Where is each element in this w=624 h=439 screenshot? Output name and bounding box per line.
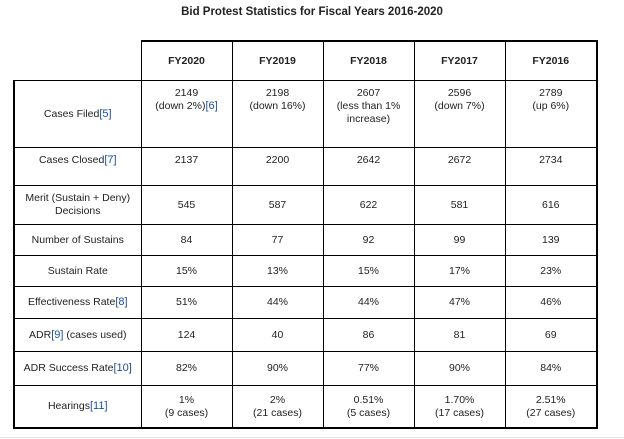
- table-row: ADR Success Rate[10] 82% 90% 77% 90% 84%: [13, 351, 598, 386]
- table-cell: 2596 (down 7%): [413, 80, 506, 148]
- table-cell: 15%: [322, 255, 415, 287]
- table-cell: 2198 (down 16%): [231, 80, 324, 148]
- column-header: FY2018: [322, 40, 415, 81]
- table-cell: 139: [504, 224, 598, 256]
- table-cell: 581: [413, 185, 506, 225]
- table-row: Cases Filed[5] 2149 (down 2%)[6] 2198 (dow…: [13, 80, 598, 148]
- table-row: Sustain Rate 15% 13% 15% 17% 23%: [13, 255, 598, 287]
- footnote-link[interactable]: [7]: [104, 154, 117, 166]
- table-cell: 82%: [140, 351, 233, 386]
- table-cell: 124: [140, 318, 233, 352]
- footnote-link[interactable]: [11]: [90, 400, 108, 412]
- row-label: Merit (Sustain + Deny) Decisions: [13, 185, 142, 225]
- column-header: FY2017: [413, 40, 506, 81]
- row-label: Effectiveness Rate[8]: [13, 286, 142, 319]
- table-cell: 622: [322, 185, 415, 225]
- table-cell: 47%: [413, 286, 506, 319]
- row-label: Cases Closed[7]: [13, 147, 142, 186]
- table-cell: 23%: [504, 255, 598, 287]
- table-cell: 77%: [322, 351, 415, 386]
- row-label: Hearings[11]: [13, 385, 142, 429]
- table-cell: 46%: [504, 286, 598, 319]
- header-row: FY2020 FY2019 FY2018 FY2017 FY2016: [14, 40, 598, 81]
- table-cell: 2.51% (27 cases): [504, 385, 598, 429]
- table-cell: 86: [322, 318, 415, 352]
- table-cell: 2789 (up 6%): [504, 80, 598, 148]
- page-bottom-divider: [0, 437, 624, 438]
- table-row: Effectiveness Rate[8] 51% 44% 44% 47% 46…: [13, 286, 598, 319]
- table-cell: 15%: [140, 255, 233, 287]
- table-cell: 2200: [231, 147, 324, 186]
- column-header: FY2020: [140, 40, 233, 81]
- table-cell: 1% (9 cases): [140, 385, 233, 429]
- table-cell: 2607 (less than 1% increase): [322, 80, 415, 148]
- table-cell: 90%: [413, 351, 506, 386]
- table-title: Bid Protest Statistics for Fiscal Years …: [181, 6, 443, 18]
- column-header: FY2016: [504, 40, 598, 81]
- table-row: Hearings[11] 1% (9 cases) 2% (21 cases) 0.…: [13, 385, 598, 429]
- table-cell: 99: [413, 224, 506, 256]
- row-label: ADR Success Rate[10]: [13, 351, 142, 386]
- footnote-link[interactable]: [10]: [113, 362, 132, 374]
- table-row: Number of Sustains 84 77 92 99 139: [13, 224, 598, 256]
- row-label: ADR[9] (cases used): [13, 318, 142, 352]
- table-cell: 2642: [322, 147, 415, 186]
- table-cell: 616: [504, 185, 598, 225]
- row-label: Sustain Rate: [13, 255, 142, 287]
- table-row: Merit (Sustain + Deny) Decisions 545 587 …: [13, 185, 598, 225]
- footnote-link[interactable]: [5]: [99, 107, 112, 120]
- footnote-link[interactable]: [6]: [205, 100, 218, 112]
- table-cell: 2% (21 cases): [231, 385, 324, 429]
- column-header: FY2019: [231, 40, 324, 81]
- table-cell: 44%: [322, 286, 415, 319]
- footnote-link[interactable]: [8]: [115, 296, 128, 308]
- table-row: Cases Closed[7] 2137 2200 2642 2672 2734: [13, 147, 598, 186]
- table-cell: 92: [322, 224, 415, 256]
- table-cell: 2149 (down 2%)[6]: [140, 80, 233, 148]
- table-cell: 0.51% (5 cases): [322, 385, 415, 429]
- table-cell: 77: [231, 224, 324, 256]
- table-cell: 2734: [504, 147, 598, 186]
- table-cell: 1.70% (17 cases): [413, 385, 506, 429]
- table-cell: 84%: [504, 351, 598, 386]
- table-row: ADR[9] (cases used) 124 40 86 81 69: [13, 318, 598, 352]
- table-cell: 17%: [413, 255, 506, 287]
- bid-protest-table: FY2020 FY2019 FY2018 FY2017 FY2016 Cases…: [13, 40, 598, 429]
- table-cell: 69: [504, 318, 598, 352]
- table-cell: 40: [231, 318, 324, 352]
- table-cell: 2137: [140, 147, 233, 186]
- table-cell: 44%: [231, 286, 324, 319]
- table-cell: 2672: [413, 147, 506, 186]
- table-cell: 13%: [231, 255, 324, 287]
- table-cell: 51%: [140, 286, 233, 319]
- table-cell: 587: [231, 185, 324, 225]
- footnote-link[interactable]: [9]: [51, 328, 64, 341]
- table-cell: 90%: [231, 351, 324, 386]
- table-cell: 84: [140, 224, 233, 256]
- corner-cell: [14, 41, 142, 81]
- row-label: Cases Filed[5]: [13, 80, 142, 148]
- table-cell: 81: [413, 318, 506, 352]
- row-label: Number of Sustains: [13, 224, 142, 256]
- table-cell: 545: [140, 185, 233, 225]
